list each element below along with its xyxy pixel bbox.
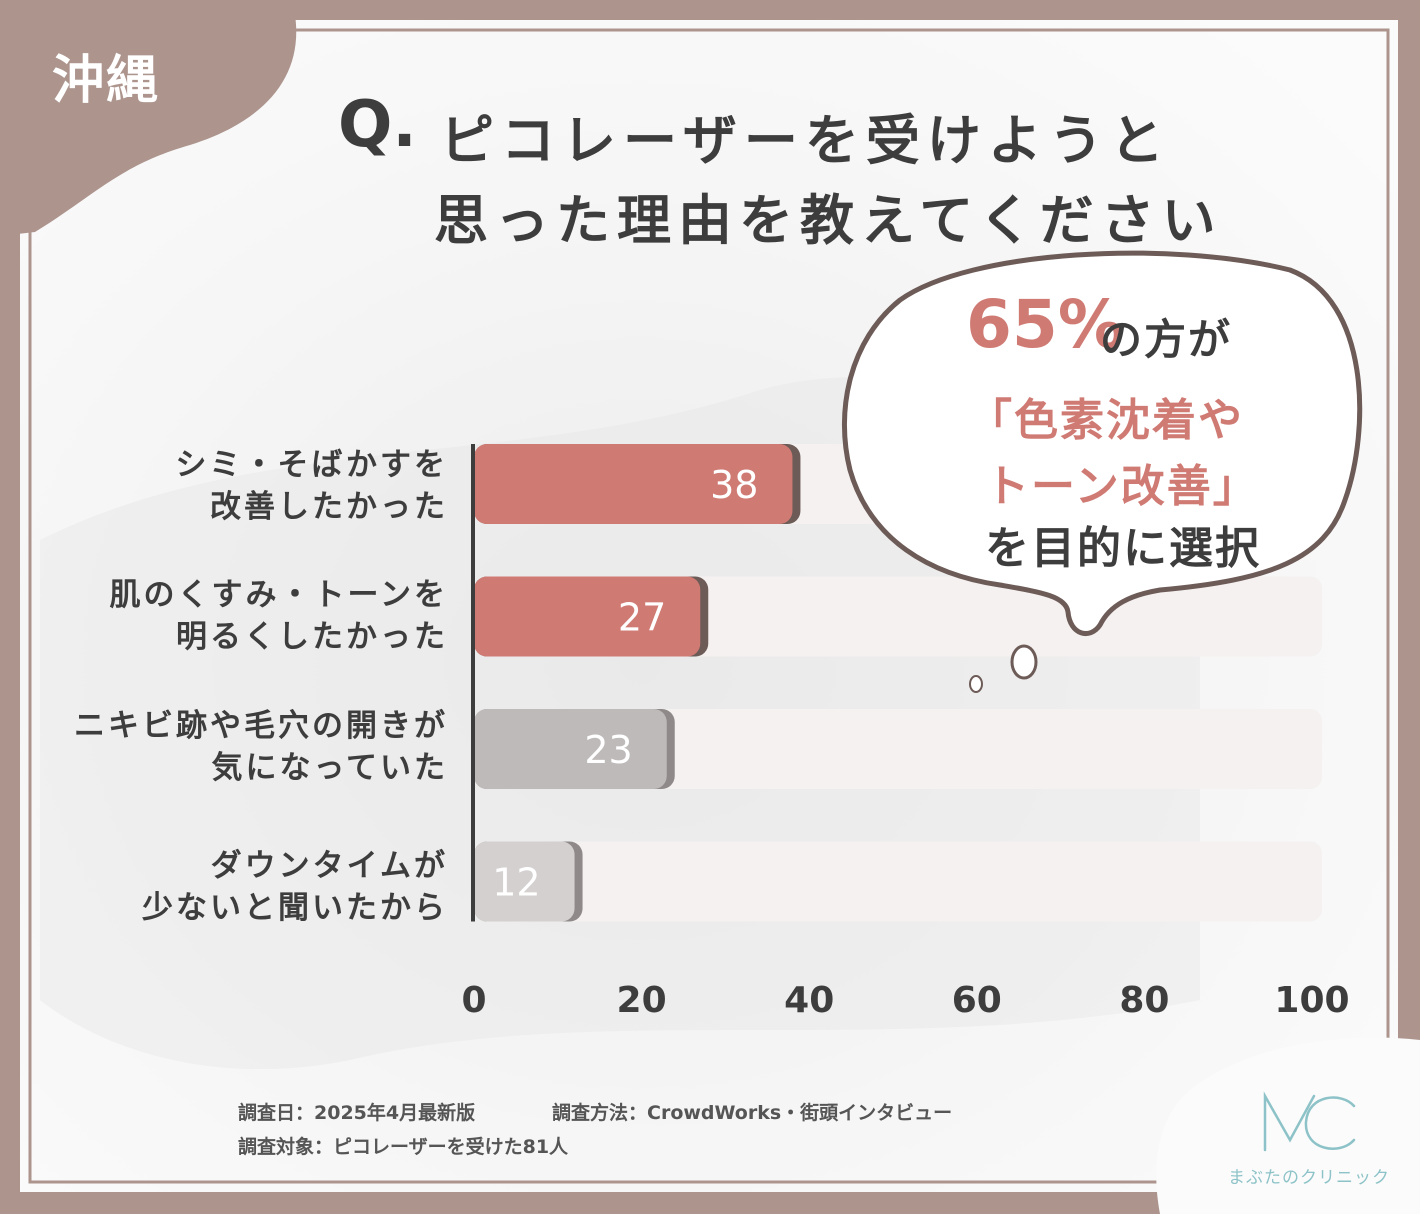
bar-track-3 bbox=[474, 709, 1322, 789]
category-label-1-line1: シミ・そばかすを bbox=[175, 447, 448, 483]
region-tag: 沖縄 bbox=[52, 51, 161, 111]
category-label-1-line2: 改善したかった bbox=[210, 489, 448, 525]
x-tick-label-60: 60 bbox=[952, 980, 1002, 1021]
category-label-3-line1: ニキビ跡や毛穴の開きが bbox=[74, 708, 448, 744]
bar-1 bbox=[474, 444, 793, 524]
x-tick-label-20: 20 bbox=[617, 980, 667, 1021]
callout-line4: を目的に選択 bbox=[985, 523, 1261, 574]
bar-value-label-4: 12 bbox=[492, 861, 540, 905]
bar-value-label-2: 27 bbox=[618, 596, 666, 640]
callout-percent: 65% bbox=[966, 286, 1124, 363]
category-label-3: ニキビ跡や毛穴の開きが 気になっていた bbox=[28, 705, 448, 789]
brand-corner bbox=[1156, 1037, 1420, 1214]
callout-line1-suffix: の方が bbox=[1100, 315, 1233, 364]
category-label-3-line2: 気になっていた bbox=[211, 750, 448, 786]
question-title-line1: ピコレーザーを受けようと bbox=[440, 109, 1171, 172]
bar-value-label-3: 23 bbox=[584, 728, 632, 772]
x-tick-label-100: 100 bbox=[1274, 980, 1349, 1021]
question-title-line2: 思った理由を教えてください bbox=[434, 189, 1223, 252]
category-label-1: シミ・そばかすを 改善したかった bbox=[28, 444, 448, 528]
callout-line2: 「色素沈着や bbox=[968, 395, 1244, 446]
speech-bubble bbox=[841, 250, 1363, 693]
survey-method: 調査方法：CrowdWorks・街頭インタビュー bbox=[552, 1102, 953, 1124]
brand-name: まぶたのクリニック bbox=[1228, 1168, 1390, 1188]
corner-blob bbox=[0, 0, 297, 236]
survey-date: 調査日：2025年4月最新版 bbox=[238, 1102, 476, 1124]
bar-2 bbox=[474, 576, 701, 657]
bar-3 bbox=[474, 709, 667, 789]
bar-value-label-1: 38 bbox=[710, 463, 758, 507]
bar-4 bbox=[474, 841, 575, 922]
category-label-4-line1: ダウンタイムが bbox=[210, 848, 448, 884]
inner-border bbox=[28, 28, 1390, 1184]
survey-target: 調査対象：ピコレーザーを受けた81人 bbox=[238, 1136, 569, 1158]
brand-logo bbox=[1263, 1091, 1356, 1152]
x-tick-label-80: 80 bbox=[1119, 980, 1169, 1021]
category-label-2-line1: 肌のくすみ・トーンを bbox=[109, 577, 448, 613]
category-label-2-line2: 明るくしたかった bbox=[176, 619, 448, 655]
x-tick-label-40: 40 bbox=[784, 980, 834, 1021]
category-label-4-line2: 少ないと聞いたから bbox=[142, 890, 448, 926]
x-tick-label-0: 0 bbox=[461, 980, 486, 1021]
category-label-2: 肌のくすみ・トーンを 明るくしたかった bbox=[28, 574, 448, 658]
question-prefix: Q. bbox=[338, 88, 417, 162]
bar-track-4 bbox=[474, 841, 1322, 922]
callout-line3: トーン改善」 bbox=[985, 461, 1259, 512]
category-label-4: ダウンタイムが 少ないと聞いたから bbox=[28, 845, 448, 929]
